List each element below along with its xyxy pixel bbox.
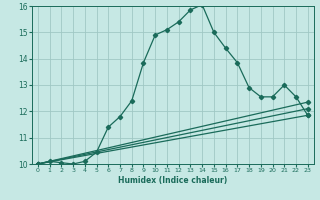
X-axis label: Humidex (Indice chaleur): Humidex (Indice chaleur): [118, 176, 228, 185]
